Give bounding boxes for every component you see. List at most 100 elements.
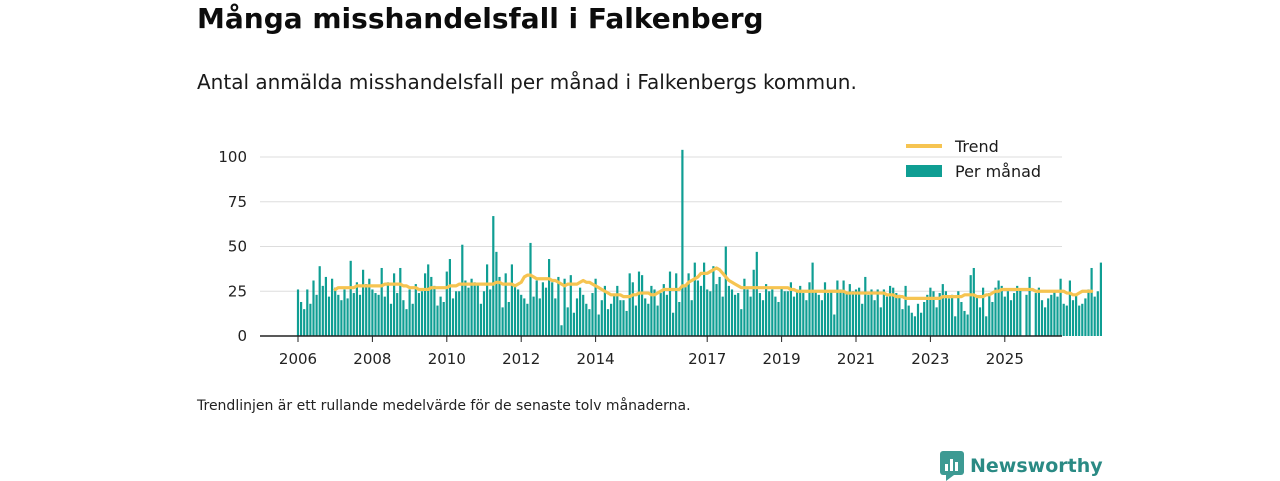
bar [306,289,309,336]
bar [650,285,653,336]
bar [1059,278,1062,336]
bar [464,280,467,336]
bar [594,278,597,336]
bar [985,316,988,336]
bar [368,278,371,336]
bar [358,294,362,336]
bar [470,278,473,336]
bar [628,273,631,336]
bar [653,289,656,336]
bar [737,293,740,336]
bar [783,291,786,336]
bar [637,271,641,336]
bar [1019,289,1022,336]
bar [383,296,386,336]
bar [1093,296,1096,336]
bar [544,287,548,336]
bar [517,289,520,336]
bar [513,285,517,336]
bar [1068,280,1071,336]
legend-label-per-month: Per månad [955,162,1041,181]
bar [541,282,544,336]
bar [647,303,650,336]
bar [321,285,324,336]
bar [957,291,960,336]
legend-swatch-per-month [906,165,942,177]
bar [371,289,374,336]
bar [904,285,907,336]
bar [631,282,634,336]
bar [579,287,582,336]
bar [994,287,997,336]
bar [1050,294,1053,336]
bar [479,303,482,336]
bar [445,271,448,336]
bar [833,314,836,336]
bar [451,298,455,336]
bar [1040,300,1044,336]
bar [755,251,758,336]
x-tick-label: 2021 [837,350,875,368]
bar [380,267,383,336]
bar [569,275,572,336]
x-tick-label: 2008 [353,350,391,368]
bar [771,289,774,336]
bar [455,291,458,336]
bar [1087,289,1090,336]
bar [554,298,557,336]
bar [842,280,845,336]
bar [1062,303,1065,336]
y-tick-label: 50 [228,238,247,256]
bar [678,301,681,336]
bar [696,280,699,336]
bar [591,293,594,336]
bar [349,260,352,336]
bar [482,291,486,336]
bar [560,325,563,336]
bar [501,307,504,336]
bar [582,294,585,336]
bar [972,267,975,336]
bar [1025,294,1028,336]
bar [600,300,603,336]
bar [414,284,417,336]
bar [823,282,827,336]
bar [861,303,864,336]
bar [1044,307,1047,336]
bar [789,282,792,336]
bar [941,284,944,336]
newsworthy-logo-icon [940,451,964,481]
bar [355,282,358,336]
bar [796,289,799,336]
bar [526,303,529,336]
newsworthy-brand[interactable]: Newsworthy [940,451,1103,481]
bar [780,287,783,336]
bar [749,296,752,336]
bar [548,259,551,336]
bar [495,251,498,336]
bar [975,296,978,336]
bar [988,293,991,336]
bar [836,280,839,336]
bar [960,301,963,336]
bar [327,296,331,336]
bar [603,285,606,336]
bar [724,246,727,336]
bar [895,293,898,336]
bar [498,276,501,336]
bar [1081,303,1084,336]
newsworthy-brand-name: Newsworthy [970,455,1103,477]
bar [916,303,920,336]
bar [721,296,724,336]
bar [774,296,777,336]
bar [1000,285,1003,336]
bar [411,303,414,336]
bar [879,307,882,336]
bar [746,289,749,336]
chart-footnote: Trendlinjen är ett rullande medelvärde f… [197,398,691,414]
bar [665,294,668,336]
bar [396,293,399,336]
bar [873,300,876,336]
bar [851,291,854,336]
